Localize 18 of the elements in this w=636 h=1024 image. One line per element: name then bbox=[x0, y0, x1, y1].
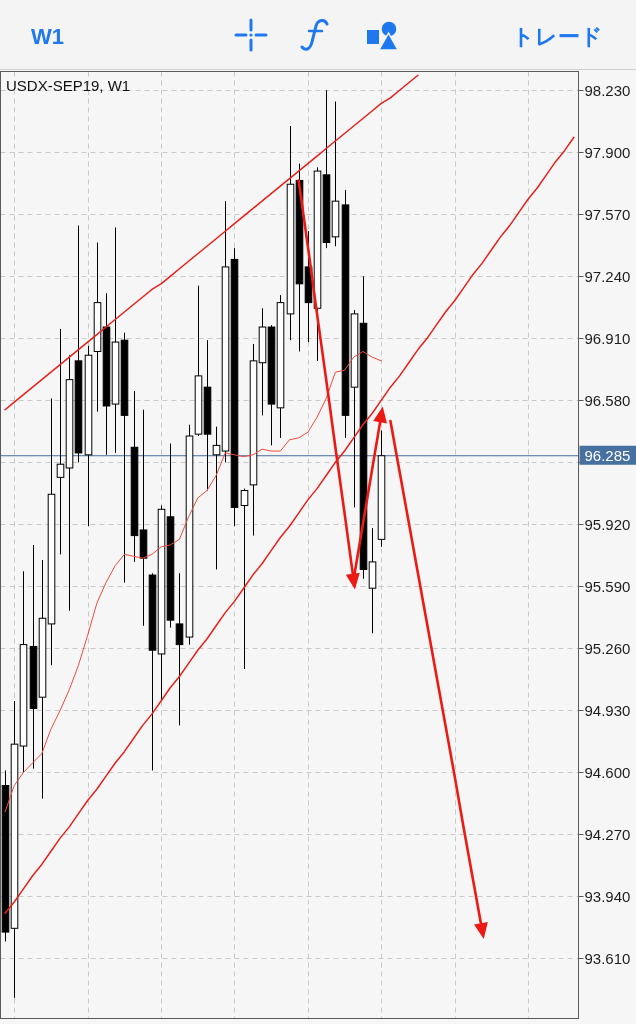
y-tick-label: 97.570 bbox=[584, 205, 631, 223]
y-tick-label: 94.600 bbox=[584, 763, 631, 781]
y-tick-label: 95.260 bbox=[584, 639, 631, 657]
y-tick-label: 97.900 bbox=[584, 143, 631, 161]
ref-line-label: 96.285 bbox=[584, 447, 631, 465]
y-tick-label: 93.610 bbox=[584, 949, 631, 967]
y-tick-label: 98.230 bbox=[584, 81, 631, 99]
y-tick-label: 96.580 bbox=[584, 391, 631, 409]
annotation: W1 bbox=[31, 24, 64, 49]
y-tick-label: 96.910 bbox=[584, 329, 631, 347]
y-tick-label: 94.270 bbox=[584, 825, 631, 843]
chart-title: USDX-SEP19, W1 bbox=[6, 76, 131, 94]
annotation: トレード bbox=[512, 24, 603, 49]
y-tick-label: 93.940 bbox=[584, 887, 631, 905]
y-tick-label: 94.930 bbox=[584, 701, 631, 719]
y-tick-label: 95.920 bbox=[584, 515, 631, 533]
y-tick-label: 97.240 bbox=[584, 267, 631, 285]
y-tick-label: 95.590 bbox=[584, 577, 631, 595]
